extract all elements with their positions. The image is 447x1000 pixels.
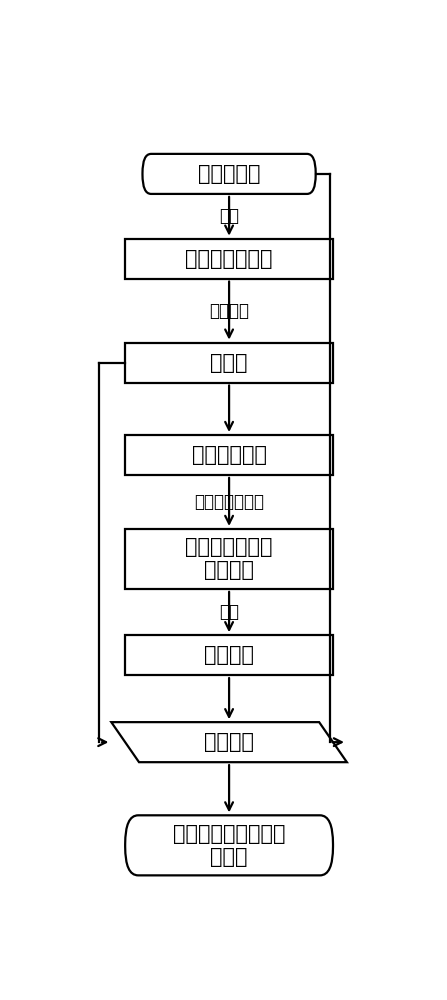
Text: 临时表: 临时表 bbox=[211, 353, 248, 373]
Polygon shape bbox=[111, 722, 347, 762]
Text: 获得相应进车的
出车时间: 获得相应进车的 出车时间 bbox=[186, 537, 273, 580]
Text: 创建: 创建 bbox=[219, 603, 239, 621]
Bar bbox=[125, 343, 333, 383]
FancyBboxPatch shape bbox=[125, 815, 333, 875]
Text: 根据排序得到唯一出
车记录: 根据排序得到唯一出 车记录 bbox=[173, 824, 285, 867]
Text: 进车时间排序: 进车时间排序 bbox=[192, 445, 266, 465]
FancyBboxPatch shape bbox=[143, 154, 316, 194]
Text: 左外连接: 左外连接 bbox=[204, 732, 254, 752]
Text: 车辆的进入记录: 车辆的进入记录 bbox=[186, 249, 273, 269]
Bar bbox=[125, 529, 333, 589]
Text: 查询: 查询 bbox=[219, 207, 239, 225]
Text: 聚类处理: 聚类处理 bbox=[209, 302, 249, 320]
Text: 动态过车表: 动态过车表 bbox=[198, 164, 260, 184]
Bar bbox=[125, 239, 333, 279]
Text: 排序字段: 排序字段 bbox=[204, 645, 254, 665]
Bar bbox=[125, 435, 333, 475]
Text: 查询动态过车表: 查询动态过车表 bbox=[194, 493, 264, 511]
Bar bbox=[125, 635, 333, 675]
